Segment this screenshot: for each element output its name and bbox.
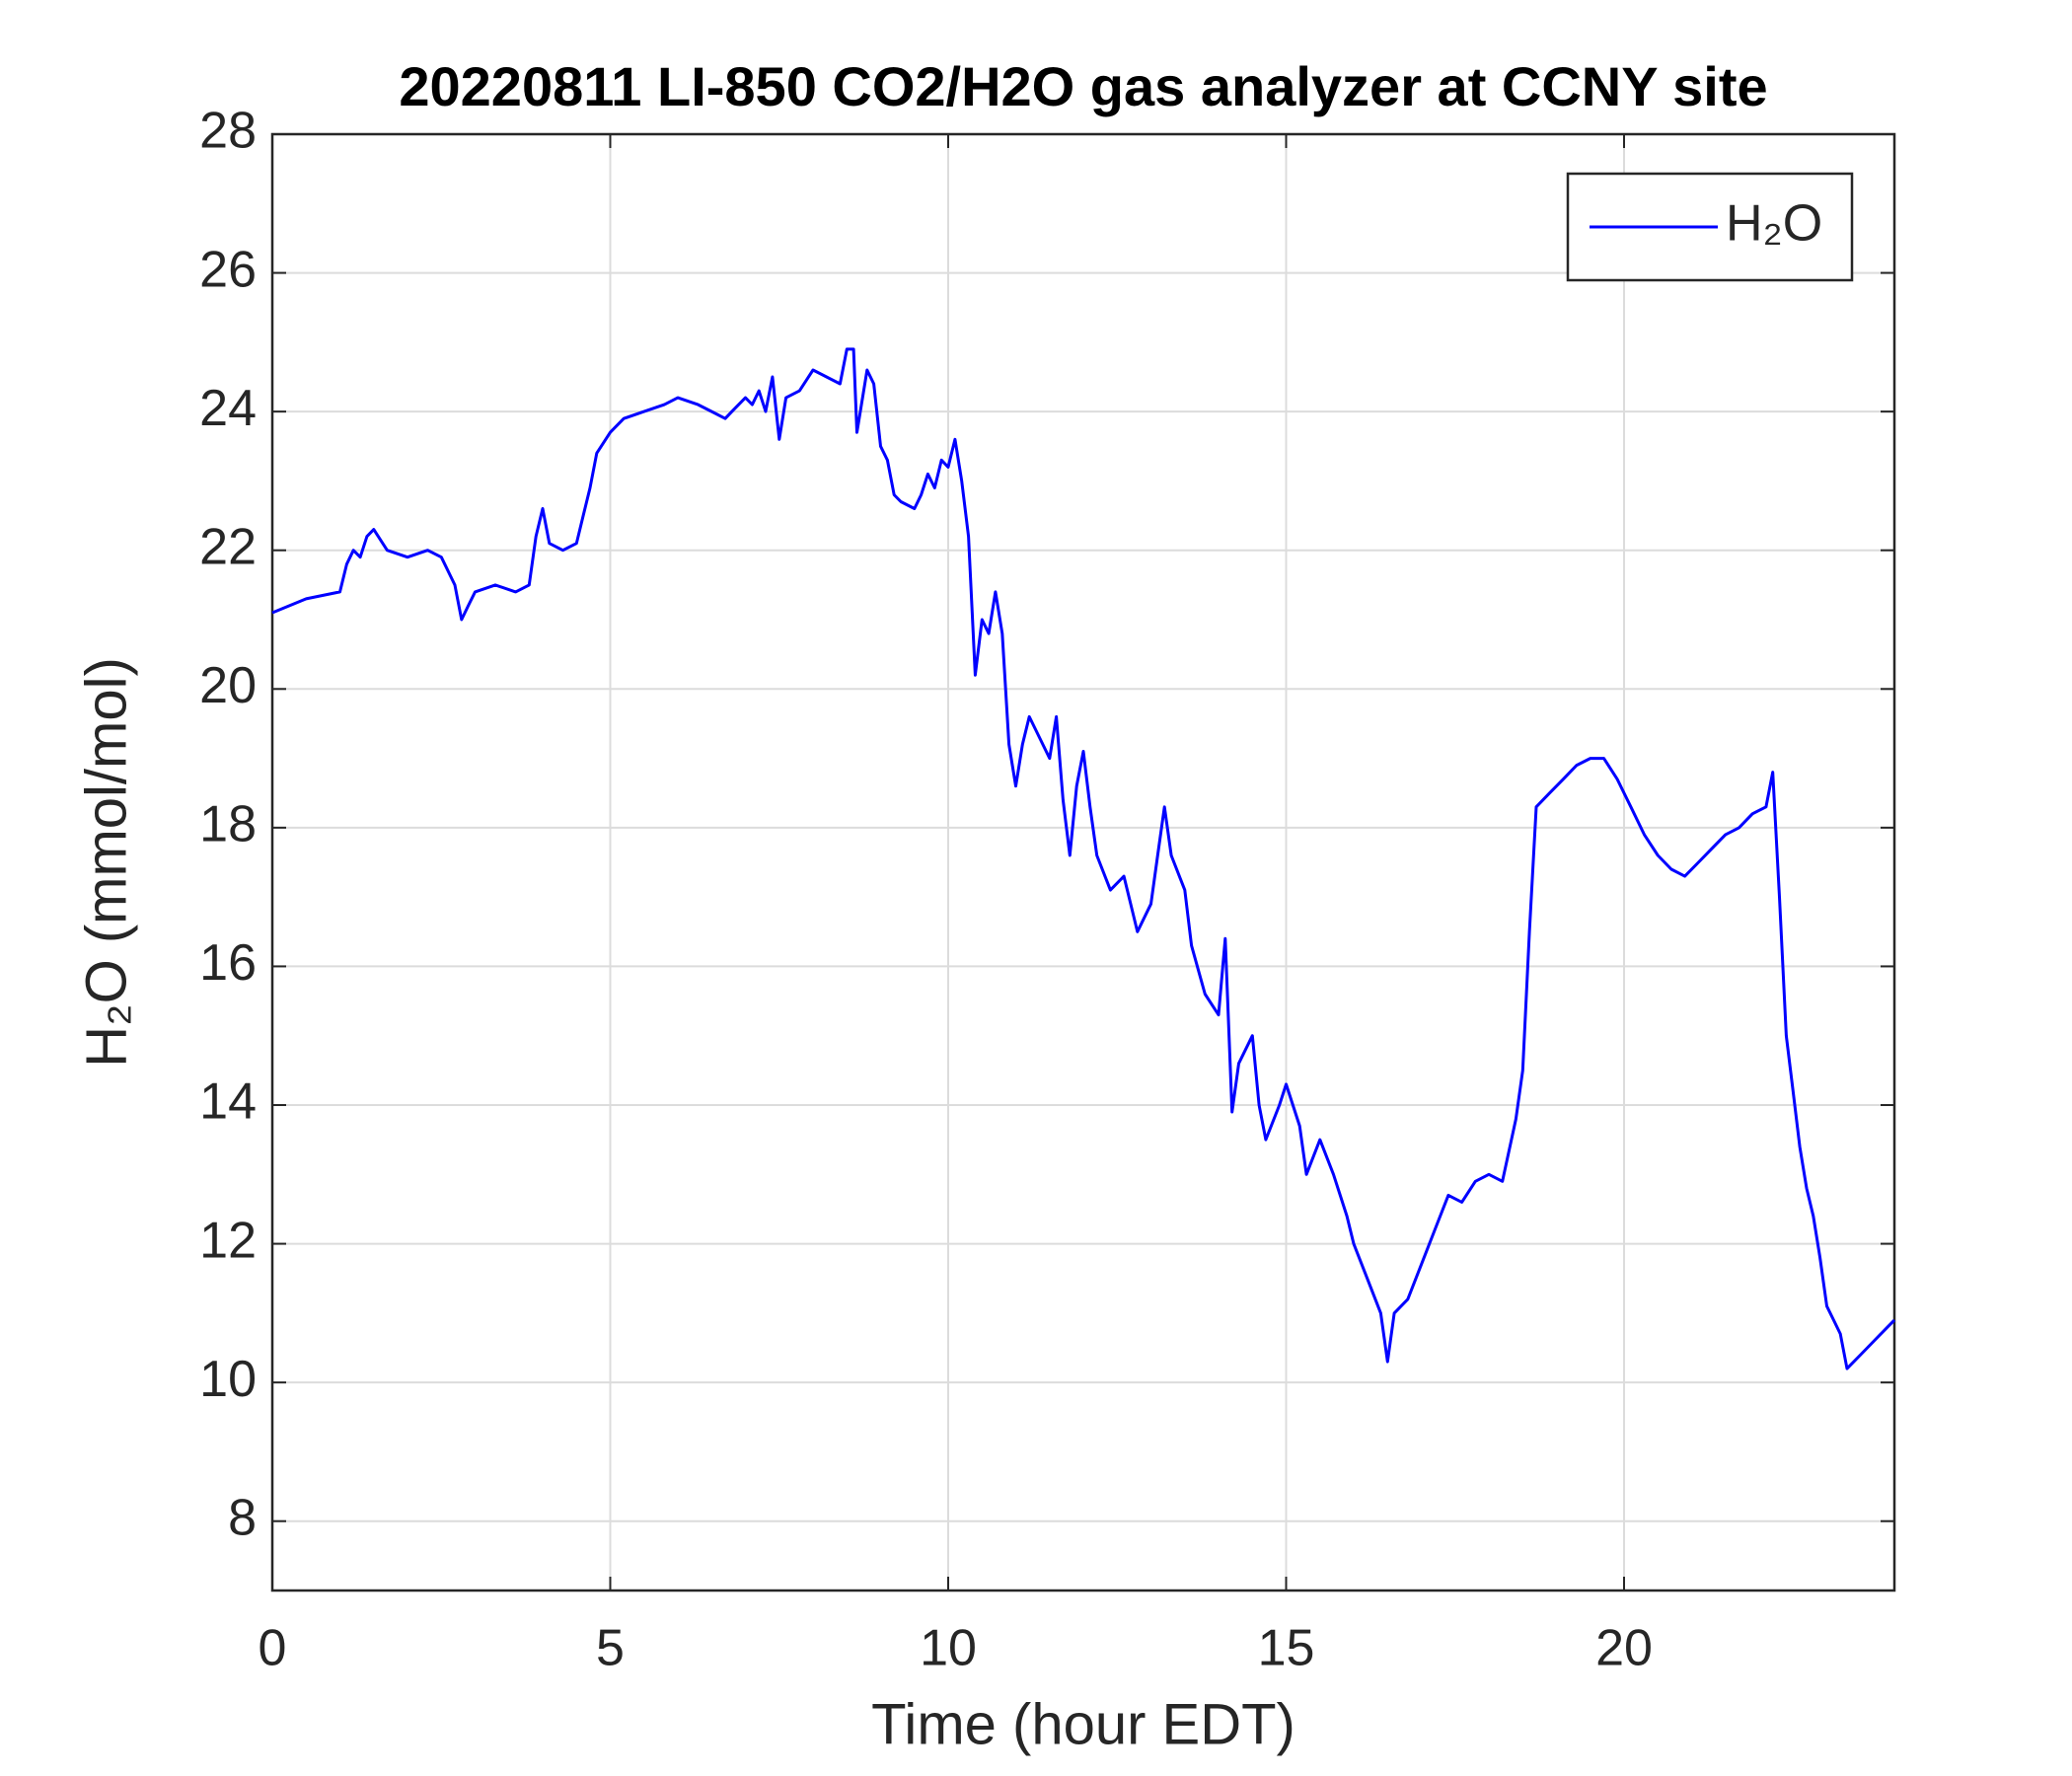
x-tick-label: 10 xyxy=(920,1620,977,1677)
y-tick-label: 10 xyxy=(199,1351,257,1408)
x-axis-label: Time (hour EDT) xyxy=(871,1692,1295,1756)
y-tick-label: 14 xyxy=(199,1073,257,1131)
y-tick-label: 18 xyxy=(199,796,257,853)
chart-title: 20220811 LI-850 CO2/H2O gas analyzer at … xyxy=(399,55,1767,117)
x-tick-label: 20 xyxy=(1595,1620,1653,1677)
y-tick-label: 8 xyxy=(228,1489,257,1546)
y-tick-label: 20 xyxy=(199,657,257,714)
y-tick-label: 24 xyxy=(199,380,257,437)
y-tick-label: 26 xyxy=(199,241,257,298)
x-tick-label: 15 xyxy=(1258,1620,1315,1677)
x-tick-label: 0 xyxy=(259,1620,287,1677)
plot-frame xyxy=(270,132,1896,1592)
data-line xyxy=(271,347,1896,1370)
legend-label: H₂O xyxy=(1726,195,1822,253)
y-axis-label: H₂O (mmol/mol) xyxy=(74,657,138,1068)
x-tick-label: 5 xyxy=(596,1620,625,1677)
y-tick-label: 22 xyxy=(199,518,257,575)
y-tick-label: 16 xyxy=(199,934,257,992)
y-tick-label: 12 xyxy=(199,1212,257,1269)
y-tick-label: 28 xyxy=(199,103,257,160)
